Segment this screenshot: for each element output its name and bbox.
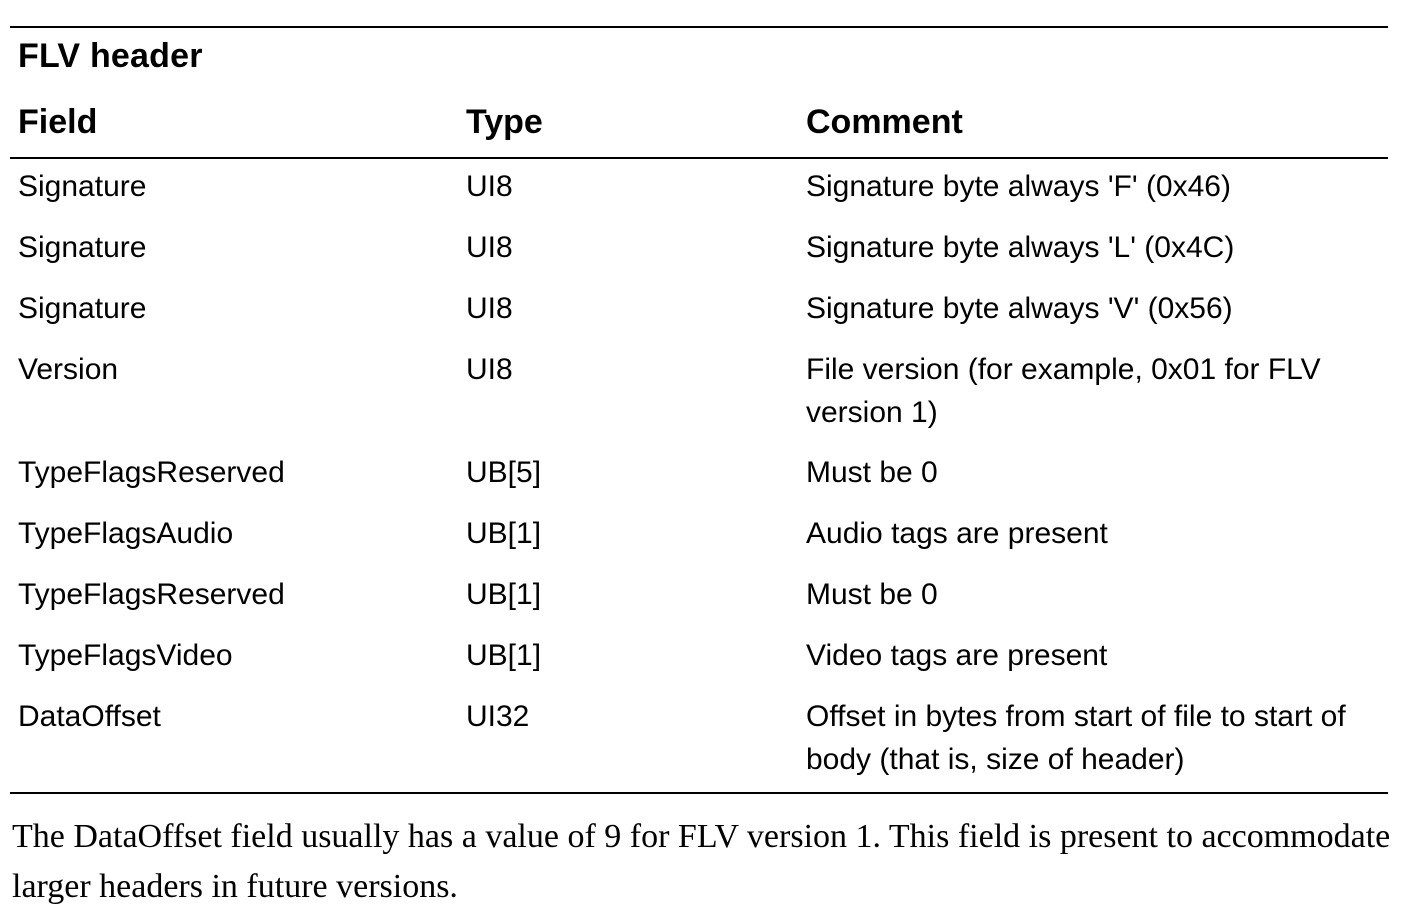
field-cell: Version [18, 353, 119, 386]
type-cell: UB[5] [466, 456, 542, 489]
type-cell: UI8 [466, 170, 513, 203]
comment-cell: Signature byte always 'L' (0x4C) [806, 231, 1235, 264]
comment-cell: Audio tags are present [806, 517, 1108, 550]
field-cell: TypeFlagsReserved [18, 578, 285, 611]
field-cell: Signature [18, 170, 147, 203]
type-cell: UB[1] [466, 517, 542, 550]
comment-cell: File version (for example, 0x01 for FLV … [806, 353, 1321, 429]
column-header-comment: Comment [806, 103, 963, 141]
type-cell: UI8 [466, 292, 513, 325]
table-caption: FLV header [18, 37, 203, 75]
type-cell: UI8 [466, 231, 513, 264]
type-cell: UI32 [466, 700, 530, 733]
field-cell: Signature [18, 231, 147, 264]
comment-cell: Signature byte always 'F' (0x46) [806, 170, 1231, 203]
comment-cell: Signature byte always 'V' (0x56) [806, 292, 1233, 325]
column-header-type: Type [466, 103, 543, 141]
type-cell: UB[1] [466, 639, 542, 672]
comment-cell: Video tags are present [806, 639, 1108, 672]
body-paragraph: The DataOffset field usually has a value… [12, 818, 1391, 905]
table-top-rule [10, 26, 1388, 28]
comment-cell: Offset in bytes from start of file to st… [806, 700, 1346, 776]
table-bottom-rule [10, 792, 1388, 794]
column-header-field: Field [18, 103, 98, 141]
comment-cell: Must be 0 [806, 578, 938, 611]
comment-cell: Must be 0 [806, 456, 938, 489]
type-cell: UI8 [466, 353, 513, 386]
field-cell: Signature [18, 292, 147, 325]
field-cell: TypeFlagsVideo [18, 639, 233, 672]
type-cell: UB[1] [466, 578, 542, 611]
field-cell: TypeFlagsReserved [18, 456, 285, 489]
field-cell: TypeFlagsAudio [18, 517, 234, 550]
header-divider-rule [10, 157, 1388, 159]
field-cell: DataOffset [18, 700, 161, 733]
